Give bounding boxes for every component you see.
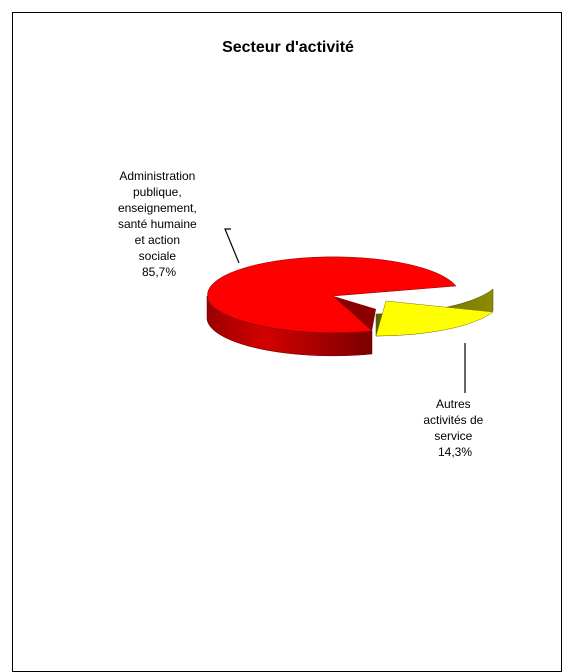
label-line: Administration	[119, 169, 195, 183]
label-line: enseignement,	[118, 201, 197, 215]
pie-chart: Administration publique, enseignement, s…	[118, 169, 494, 459]
label-line: activités de	[423, 413, 483, 427]
leader-line-administration	[224, 228, 240, 264]
slice-label-autres: Autres activités de service 14,3%	[423, 397, 486, 459]
label-line: service	[434, 429, 472, 443]
chart-frame: Secteur d'activité Administration pub	[12, 12, 562, 672]
slice-shadow-administration	[333, 296, 376, 331]
slice-top-administration	[207, 256, 457, 334]
label-line: santé humaine	[118, 217, 197, 231]
chart-title: Secteur d'activité	[222, 39, 354, 56]
value-label: 85,7%	[142, 265, 176, 279]
slice-top-autres	[375, 300, 494, 337]
value-label: 14,3%	[438, 445, 472, 459]
slice-label-administration: Administration publique, enseignement, s…	[118, 169, 200, 279]
label-line: publique,	[133, 185, 182, 199]
label-line: sociale	[139, 249, 177, 263]
label-line: Autres	[436, 397, 471, 411]
label-line: et action	[135, 233, 180, 247]
